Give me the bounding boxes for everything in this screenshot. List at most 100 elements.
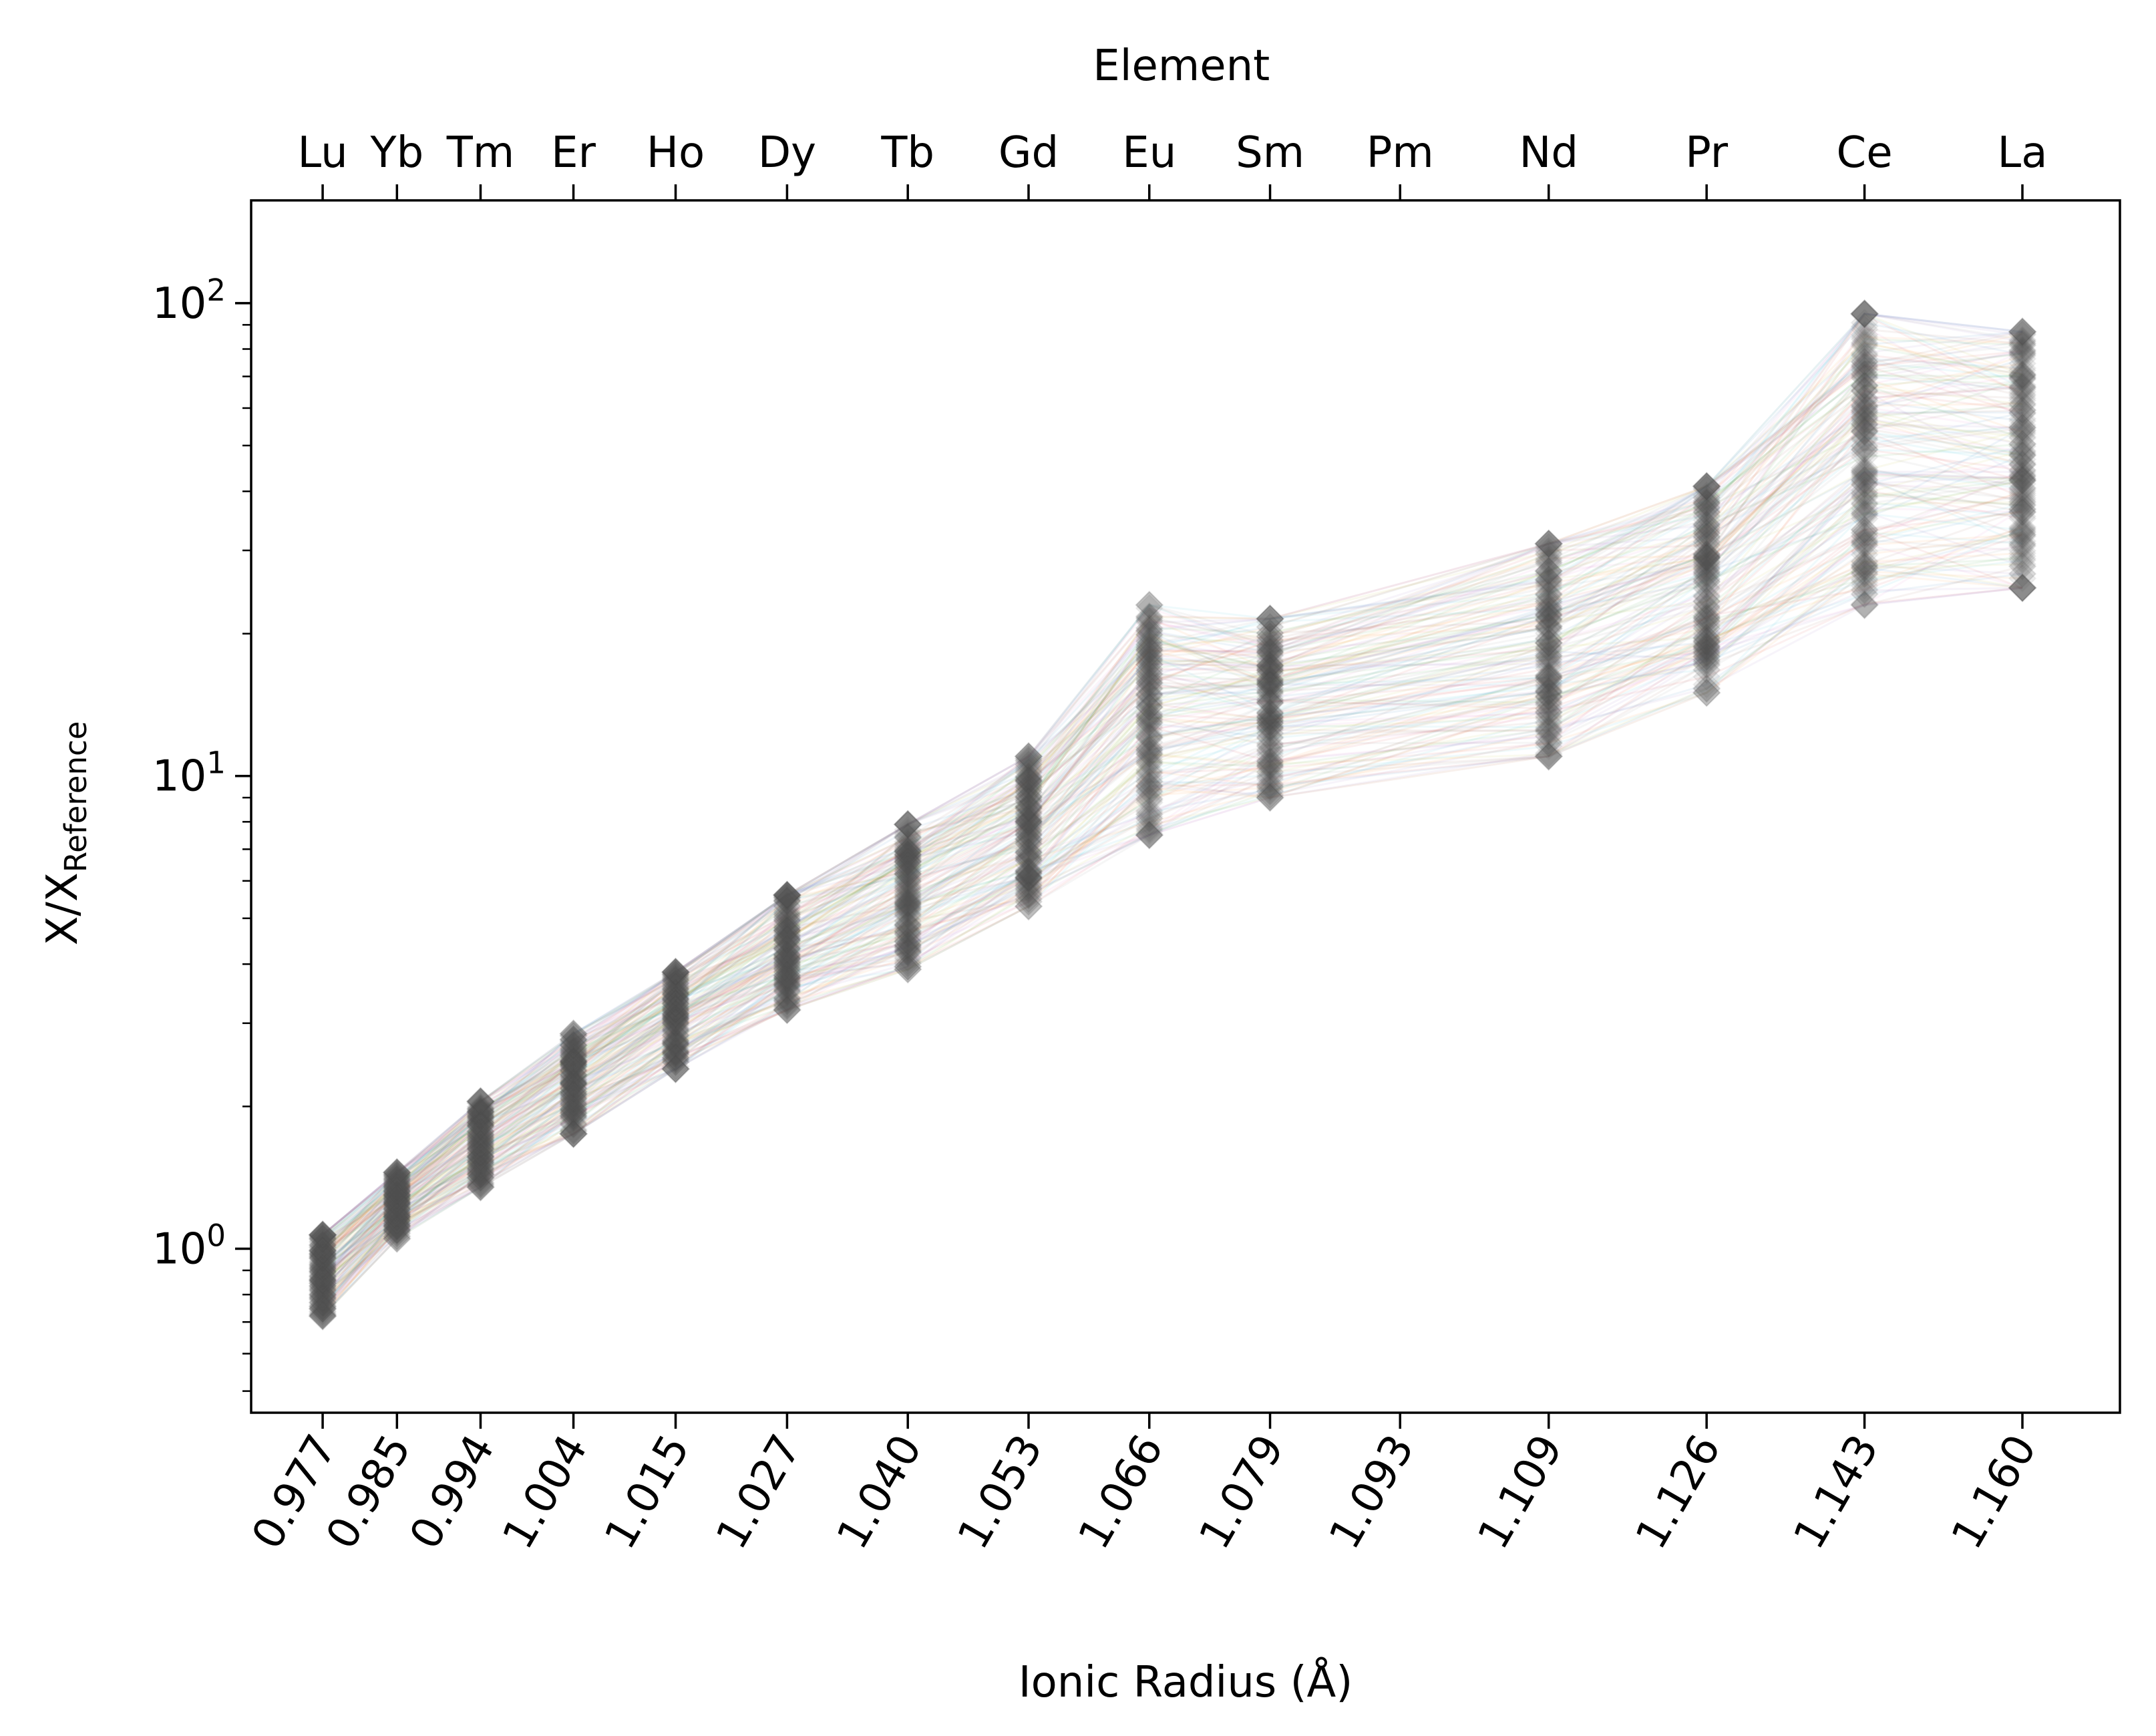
sample-marker: [308, 1294, 337, 1323]
sample-marker: [2008, 339, 2037, 368]
sample-marker: [466, 1134, 495, 1164]
sample-marker: [559, 1077, 588, 1107]
element-label: Dy: [758, 128, 816, 178]
sample-line: [321, 538, 2023, 1310]
sample-marker: [559, 1052, 588, 1081]
sample-marker: [1014, 808, 1043, 837]
sample-line: [322, 445, 2023, 1274]
sample-marker: [893, 840, 922, 869]
sample-marker: [661, 960, 690, 989]
sample-line: [322, 313, 2023, 1236]
sample-marker: [1135, 660, 1164, 689]
sample-marker: [382, 1176, 411, 1206]
sample-marker: [1256, 751, 1284, 780]
sample-line: [322, 383, 2023, 1264]
sample-marker: [308, 1220, 337, 1250]
sample-line: [322, 325, 2023, 1246]
sample-line: [321, 510, 2023, 1307]
sample-marker: [1256, 604, 1284, 633]
sample-marker: [1014, 777, 1043, 807]
sample-marker: [1135, 798, 1164, 827]
sample-marker: [661, 979, 690, 1009]
sample-marker: [661, 1037, 690, 1067]
sample-marker: [893, 890, 922, 919]
sample-line: [322, 321, 2023, 1236]
sample-marker: [382, 1177, 411, 1206]
sample-marker: [559, 1079, 588, 1108]
sample-marker: [1850, 458, 1879, 487]
sample-marker: [1014, 858, 1043, 888]
sample-marker: [308, 1280, 337, 1309]
sample-line: [322, 533, 2023, 1288]
sample-marker: [1256, 637, 1284, 667]
sample-marker: [1256, 636, 1284, 665]
sample-marker: [466, 1160, 495, 1189]
sample-marker: [1850, 299, 1879, 329]
sample-line: [322, 387, 2023, 1238]
sample-marker: [893, 822, 922, 851]
sample-marker: [1014, 782, 1043, 811]
sample-marker: [308, 1302, 337, 1331]
sample-line: [322, 313, 2023, 1240]
sample-marker: [1534, 529, 1564, 558]
sample-marker: [1534, 677, 1564, 707]
sample-marker: [1692, 486, 1721, 516]
sample-line: [321, 426, 2023, 1276]
sample-marker: [559, 1096, 588, 1125]
sample-marker: [1135, 739, 1164, 769]
sample-marker: [2008, 490, 2037, 519]
sample-marker: [308, 1257, 337, 1286]
sample-marker: [1135, 721, 1164, 751]
sample-marker: [661, 1013, 690, 1043]
sample-marker: [1135, 815, 1164, 844]
sample-marker: [772, 957, 801, 987]
sample-line: [322, 586, 2023, 1311]
sample-marker: [559, 1060, 588, 1089]
sample-marker: [382, 1172, 411, 1202]
sample-marker: [466, 1095, 495, 1125]
sample-marker: [893, 810, 922, 839]
sample-marker: [1692, 547, 1721, 576]
sample-marker: [382, 1160, 411, 1189]
sample-line: [322, 313, 2023, 1236]
sample-marker: [1534, 584, 1564, 614]
sample-marker: [1534, 629, 1564, 658]
sample-marker: [382, 1162, 411, 1191]
sample-marker: [308, 1256, 337, 1285]
sample-marker: [1014, 794, 1043, 824]
sample-marker: [1256, 742, 1284, 771]
sample-marker: [1014, 868, 1043, 898]
sample-marker: [1692, 586, 1721, 616]
sample-marker: [772, 883, 801, 912]
sample-marker: [1692, 606, 1721, 636]
sample-marker: [1534, 676, 1564, 705]
sample-marker: [382, 1159, 411, 1188]
sample-line: [322, 418, 2023, 1272]
sample-line: [322, 454, 2023, 1272]
sample-marker: [772, 921, 801, 950]
sample-marker: [1692, 472, 1721, 501]
sample-marker: [466, 1088, 495, 1117]
sample-marker: [466, 1142, 495, 1172]
sample-marker: [1135, 775, 1164, 805]
sample-marker: [559, 1061, 588, 1091]
sample-marker: [661, 1003, 690, 1032]
sample-marker: [466, 1087, 495, 1117]
sample-marker: [893, 888, 922, 916]
sample-marker: [1256, 665, 1284, 694]
sample-marker: [466, 1141, 495, 1170]
sample-marker: [661, 974, 690, 1003]
sample-line: [322, 333, 2023, 1248]
sample-marker: [2008, 353, 2037, 383]
sample-line: [321, 512, 2023, 1308]
sample-marker: [2008, 462, 2037, 492]
sample-line: [322, 338, 2023, 1252]
sample-marker: [466, 1120, 495, 1150]
sample-marker: [2008, 360, 2037, 389]
sample-marker: [1534, 728, 1564, 757]
sample-marker: [1014, 844, 1043, 873]
sample-marker: [1014, 762, 1043, 792]
y-axis-title-main: X/X: [38, 872, 87, 945]
sample-marker: [382, 1183, 411, 1212]
sample-marker: [661, 1004, 690, 1033]
